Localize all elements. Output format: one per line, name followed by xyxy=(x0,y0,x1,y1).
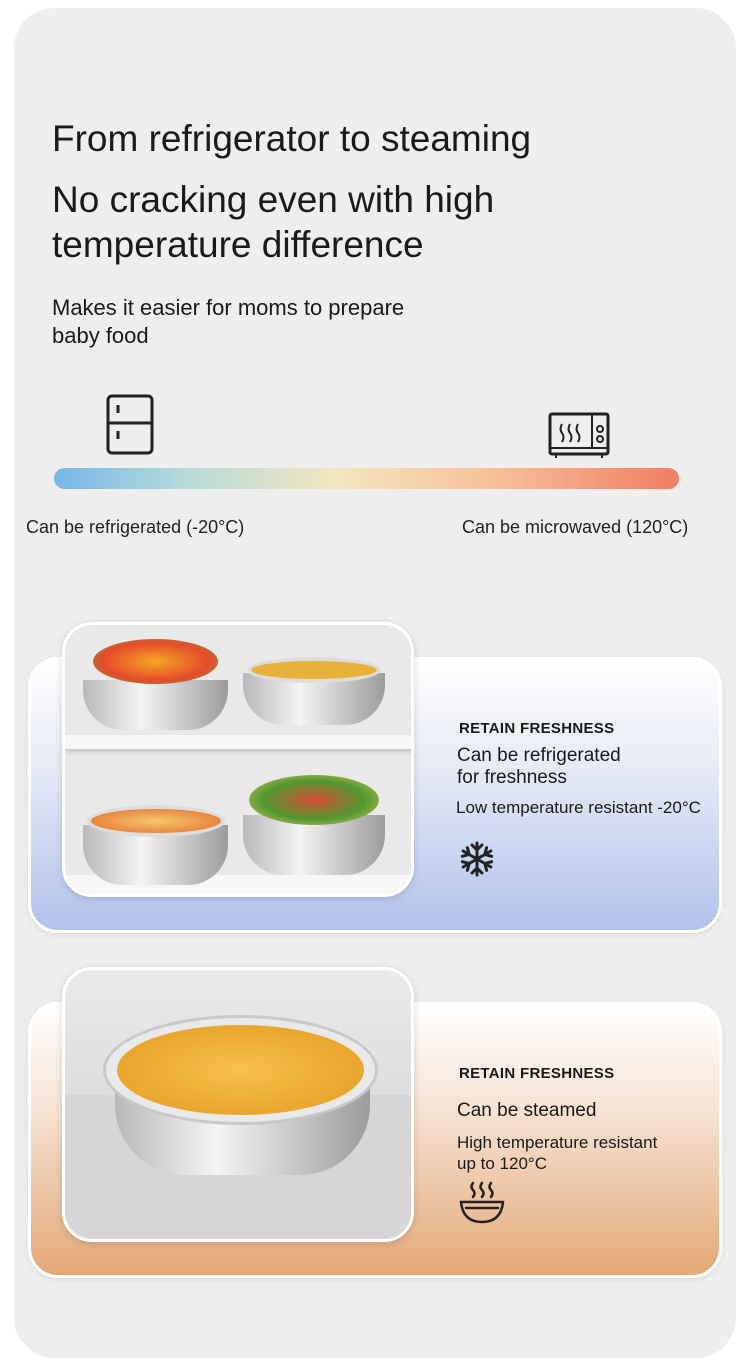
temperature-gradient-bar xyxy=(54,468,679,489)
fridge-bowls-photo xyxy=(62,622,414,897)
refrigerated-label: Can be refrigerated (-20°C) xyxy=(26,517,245,537)
card2-title: Can be steamed xyxy=(457,1100,597,1121)
snowflake-icon xyxy=(460,841,494,877)
title-line-3: temperature difference xyxy=(52,224,424,265)
card2-detail-line-1: High temperature resistant xyxy=(457,1133,658,1152)
subtitle-line-2: baby food xyxy=(52,323,149,348)
steamer-bowl-photo xyxy=(62,967,414,1242)
microwaved-label: Can be microwaved (120°C) xyxy=(462,517,689,537)
card2-detail-line-2: up to 120°C xyxy=(457,1154,547,1173)
refrigerator-icon xyxy=(106,394,154,455)
subtitle-line-1: Makes it easier for moms to prepare xyxy=(52,295,405,320)
card1-kicker: RETAIN FRESHNESS xyxy=(459,720,615,737)
microwave-icon xyxy=(548,412,610,458)
card2-kicker: RETAIN FRESHNESS xyxy=(459,1065,615,1082)
card1-detail: Low temperature resistant -20°C xyxy=(456,798,701,817)
card1-title-line-1: Can be refrigerated xyxy=(457,745,621,766)
card1-title-line-2: for freshness xyxy=(457,767,567,788)
steaming-bowl-icon xyxy=(459,1181,505,1224)
title-line-2: No cracking even with high xyxy=(52,179,495,220)
title-line-1: From refrigerator to steaming xyxy=(52,118,532,159)
